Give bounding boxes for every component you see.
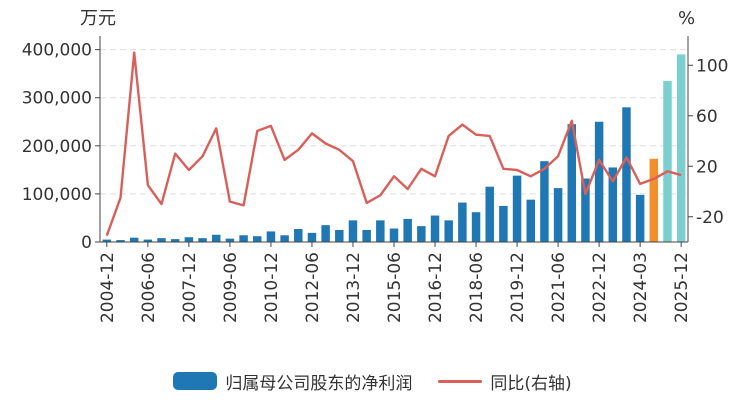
- legend-label-growth: 同比(右轴): [490, 373, 572, 394]
- profit-bar[interactable]: [280, 235, 289, 242]
- profit-bar[interactable]: [348, 220, 358, 242]
- x-tick-label: 2018-06: [467, 252, 487, 323]
- x-tick-label: 2012-06: [303, 252, 323, 323]
- forecast-bar[interactable]: [649, 158, 659, 242]
- x-tick-label: 2009-06: [221, 252, 241, 323]
- x-tick-label: 2013-12: [344, 252, 364, 323]
- legend-swatch-bar: [173, 372, 218, 390]
- right-tick-label: -20: [696, 208, 724, 228]
- profit-bar[interactable]: [266, 231, 276, 242]
- profit-bar[interactable]: [417, 226, 426, 242]
- profit-bar[interactable]: [294, 229, 303, 242]
- profit-bar[interactable]: [622, 107, 631, 242]
- profit-bar[interactable]: [567, 124, 577, 242]
- profit-bar[interactable]: [376, 220, 385, 242]
- profit-bar[interactable]: [471, 212, 481, 242]
- x-axis-ticks: 2004-12 2006-06 2007-12 2009-06 2010-12 2012-…: [98, 242, 692, 323]
- profit-bar[interactable]: [485, 186, 494, 242]
- x-tick-label: 2022-12: [590, 252, 610, 323]
- profit-bar[interactable]: [184, 237, 194, 242]
- profit-bar[interactable]: [129, 237, 139, 242]
- profit-bar[interactable]: [157, 238, 166, 242]
- profit-bar[interactable]: [362, 229, 371, 242]
- forecast-bar[interactable]: [663, 80, 672, 242]
- left-tick-label: 300,000: [22, 89, 92, 109]
- profit-bar[interactable]: [253, 236, 262, 242]
- profit-bar[interactable]: [389, 228, 399, 242]
- profit-bar[interactable]: [143, 239, 153, 242]
- x-tick-label: 2004-12: [98, 252, 118, 323]
- left-axis-unit: 万元: [80, 8, 116, 29]
- x-tick-label: 2007-12: [180, 252, 200, 323]
- profit-bar[interactable]: [512, 175, 522, 242]
- legend-swatch-line: [438, 379, 483, 383]
- x-tick-label: 2006-06: [139, 252, 159, 323]
- legend-label-profit: 归属母公司股东的净利润: [225, 373, 413, 394]
- growth-line-series: [105, 51, 682, 237]
- profit-bar[interactable]: [403, 218, 412, 242]
- profit-bar[interactable]: [526, 199, 535, 242]
- growth-line[interactable]: [105, 51, 682, 237]
- forecast-bars: [649, 54, 686, 242]
- profit-bar[interactable]: [239, 235, 248, 242]
- right-tick-label: 20: [696, 157, 718, 177]
- right-axis-ticks: -20 20 60 100: [688, 56, 728, 228]
- profit-bar[interactable]: [321, 225, 330, 242]
- profit-bar[interactable]: [335, 229, 344, 242]
- profit-bar[interactable]: [430, 215, 440, 242]
- bar-series: [102, 107, 645, 242]
- profit-bar[interactable]: [553, 188, 563, 242]
- profit-bar[interactable]: [211, 234, 221, 242]
- profit-bar[interactable]: [225, 238, 235, 242]
- left-axis-ticks: 0 100,000 200,000 300,000 400,000: [22, 41, 100, 253]
- right-axis-unit: %: [678, 8, 695, 29]
- profit-bar[interactable]: [594, 121, 604, 242]
- forecast-bar[interactable]: [676, 54, 686, 242]
- x-tick-label: 2024-03: [631, 252, 651, 323]
- profit-bar[interactable]: [635, 194, 645, 242]
- profit-bar[interactable]: [540, 161, 549, 242]
- x-tick-label: 2025-12: [672, 252, 692, 323]
- profit-bar[interactable]: [444, 220, 453, 242]
- legend: 归属母公司股东的净利润 同比(右轴): [0, 366, 745, 396]
- profit-bar[interactable]: [198, 238, 207, 242]
- x-tick-label: 2015-06: [385, 252, 405, 323]
- left-tick-label: 200,000: [22, 137, 92, 157]
- left-tick-label: 0: [81, 233, 92, 253]
- profit-bar[interactable]: [116, 240, 125, 242]
- x-tick-label: 2010-12: [262, 252, 282, 323]
- right-tick-label: 60: [696, 107, 718, 127]
- profit-bar[interactable]: [581, 178, 590, 242]
- legend-item-profit[interactable]: 归属母公司股东的净利润: [173, 369, 412, 394]
- profit-bar[interactable]: [499, 205, 508, 242]
- x-tick-label: 2021-06: [549, 252, 569, 323]
- profit-bar[interactable]: [608, 167, 618, 242]
- right-tick-label: 100: [696, 56, 728, 76]
- legend-item-growth[interactable]: 同比(右轴): [438, 369, 572, 394]
- profit-bar[interactable]: [307, 232, 317, 242]
- profit-bar[interactable]: [170, 239, 180, 242]
- left-tick-label: 400,000: [22, 41, 92, 61]
- x-tick-label: 2016-12: [426, 252, 446, 323]
- profit-bar[interactable]: [102, 239, 112, 242]
- left-tick-label: 100,000: [22, 185, 92, 205]
- profit-bar[interactable]: [458, 202, 467, 242]
- grid-lines: [100, 49, 688, 195]
- x-tick-label: 2019-12: [508, 252, 528, 323]
